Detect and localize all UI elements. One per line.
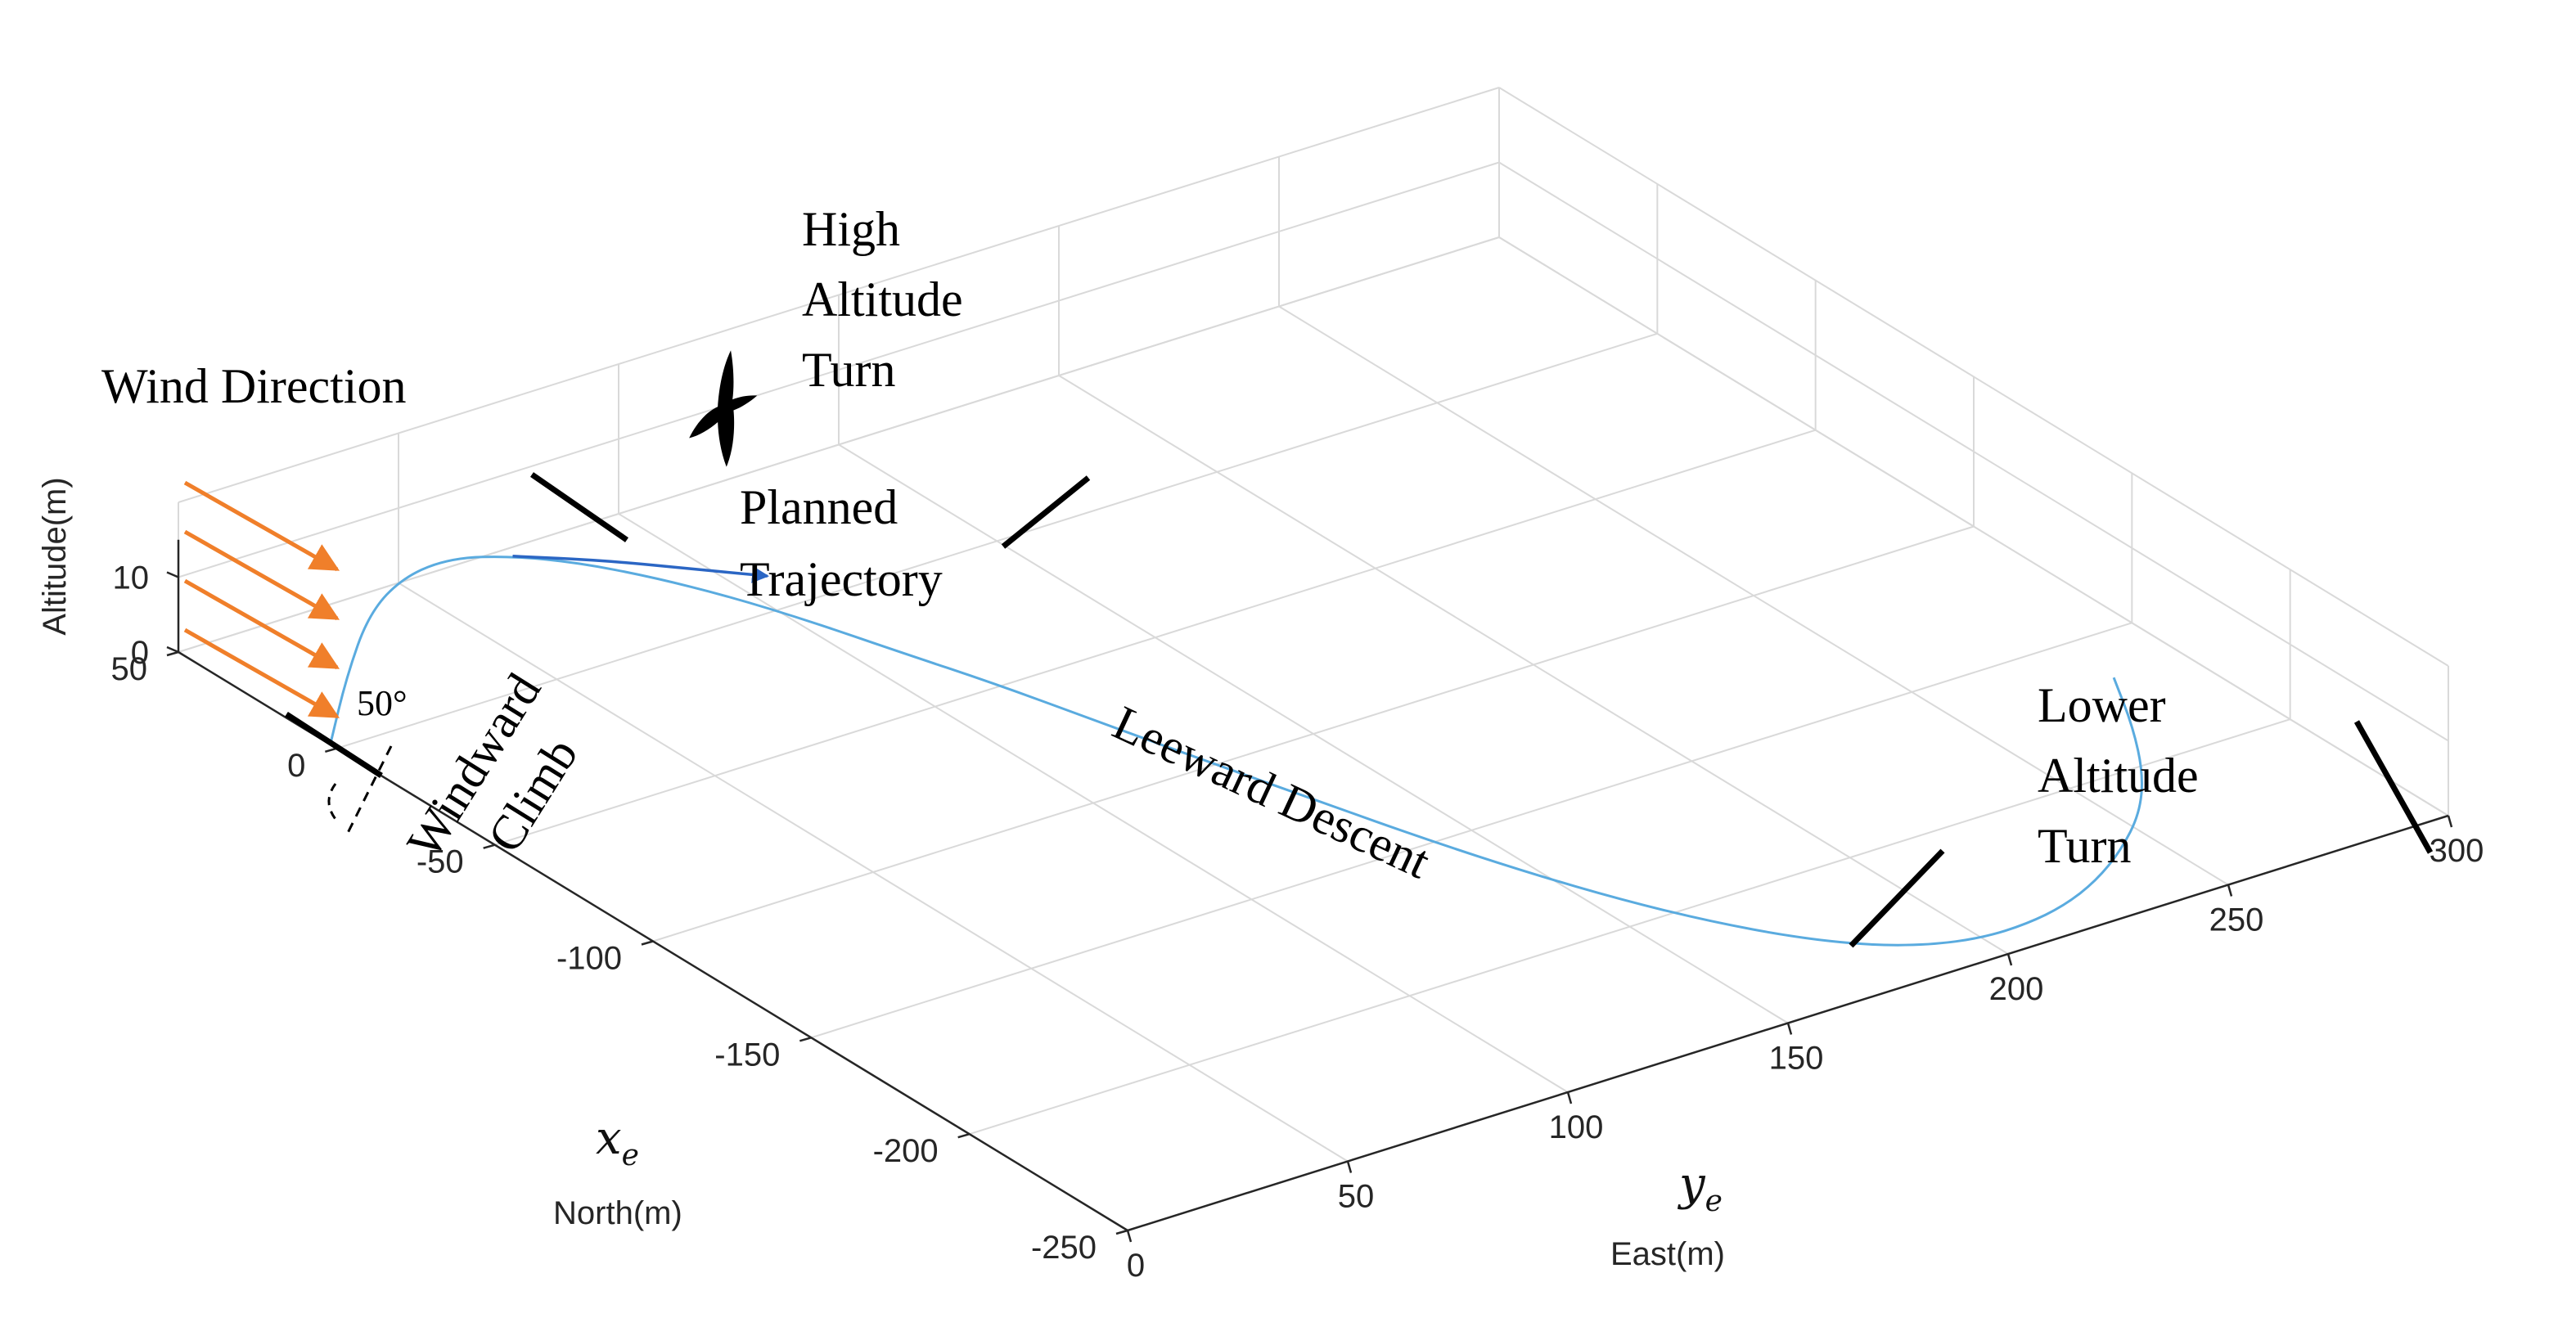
- east-tick-label: 300: [2430, 833, 2484, 869]
- wind-arrows: [183, 480, 340, 719]
- altitude-tick-label: 0: [131, 635, 149, 671]
- altitude-tick-mark: [166, 571, 179, 578]
- east-tick-mark: [1126, 1230, 1133, 1243]
- east-tick-label: 100: [1549, 1109, 1604, 1145]
- wind-arrow: [183, 480, 340, 572]
- phase-dividers: [285, 472, 2434, 948]
- east-tick-mark: [2447, 815, 2453, 828]
- east-axis-label: East(m): [1610, 1236, 1725, 1272]
- axis-lines: [166, 539, 2453, 1243]
- altitude-axis-label: Altitude(m): [37, 477, 73, 635]
- tick-labels: 500-50-100-150-200-250 050100150200250300…: [111, 560, 2484, 1284]
- north-tick-mark: [166, 650, 179, 657]
- east-tick-mark: [1786, 1023, 1793, 1035]
- divider-lower-turn-end: [2353, 720, 2434, 854]
- backwall-grid-alt-10: [178, 161, 1500, 578]
- altitude-tick-label: 10: [113, 560, 150, 596]
- angle-label: 50°: [357, 683, 408, 723]
- trajectory-series: [329, 555, 2144, 947]
- wind-arrow: [183, 628, 340, 719]
- planned-trajectory-label: Planned Trajectory: [740, 480, 943, 606]
- north-tick-mark: [957, 1132, 971, 1139]
- wind-arrow: [183, 578, 340, 670]
- divider-lower-turn-start: [1849, 848, 1945, 948]
- wind-arrow: [183, 529, 340, 621]
- leeward-descent-label: Leeward Descent: [1106, 695, 1439, 889]
- north-tick-label: -100: [556, 941, 622, 977]
- divider-start: [285, 712, 383, 778]
- north-tick-label: -150: [714, 1037, 780, 1073]
- east-axis-title: ye East(m): [1610, 1158, 1725, 1272]
- lower-altitude-turn-label: Lower Altitude Turn: [2038, 678, 2211, 873]
- angle-marker: 50°: [327, 683, 408, 835]
- east-tick-mark: [1566, 1091, 1573, 1104]
- sidewall-grid-alt-20: [1498, 87, 2449, 667]
- east-axis-symbol: ye: [1677, 1158, 1723, 1218]
- north-tick-label: -200: [873, 1133, 939, 1169]
- east-tick-label: 250: [2209, 902, 2264, 938]
- wind-direction-label: Wind Direction: [101, 359, 406, 413]
- sidewall-grid-alt-0: [1498, 236, 2449, 816]
- east-tick-label: 50: [1338, 1179, 1375, 1215]
- east-tick-label: 150: [1769, 1041, 1824, 1077]
- altitude-tick-mark: [166, 646, 179, 654]
- bird-silhouette-icon: [689, 350, 758, 467]
- angle-arc: [327, 783, 340, 825]
- floor-grid-east-250: [1278, 305, 2229, 886]
- east-tick-mark: [2227, 884, 2233, 897]
- floor-grid-east-200: [1058, 375, 2009, 955]
- north-tick-mark: [324, 747, 337, 753]
- sidewall-grid-alt-10: [1498, 161, 2449, 742]
- north-tick-label: 0: [287, 748, 305, 784]
- north-tick-mark: [1115, 1229, 1128, 1235]
- east-tick-label: 0: [1127, 1248, 1145, 1284]
- north-tick-label: -250: [1031, 1230, 1097, 1266]
- grid-lines: [178, 87, 2449, 1231]
- north-axis-label: North(m): [553, 1195, 682, 1231]
- floor-grid-east-50: [398, 582, 1349, 1163]
- divider-windward-climb: [530, 472, 628, 542]
- north-tick-mark: [799, 1037, 812, 1042]
- east-tick-label: 200: [1989, 971, 2044, 1007]
- north-tick-label: 50: [111, 651, 148, 687]
- high-altitude-turn-label: High Altitude Turn: [802, 202, 975, 397]
- backwall-grid-alt-20: [178, 87, 1500, 503]
- north-tick-label: -50: [417, 844, 464, 880]
- north-axis-symbol: xe: [596, 1112, 639, 1172]
- divider-high-turn: [1001, 475, 1091, 549]
- north-tick-mark: [641, 940, 654, 946]
- floor-grid-east-150: [838, 443, 1789, 1024]
- planned-trajectory-line: [512, 555, 769, 583]
- east-tick-mark: [2006, 953, 2013, 966]
- east-tick-mark: [1346, 1161, 1353, 1173]
- north-tick-mark: [483, 843, 496, 849]
- north-axis-title: xe North(m): [553, 1112, 682, 1231]
